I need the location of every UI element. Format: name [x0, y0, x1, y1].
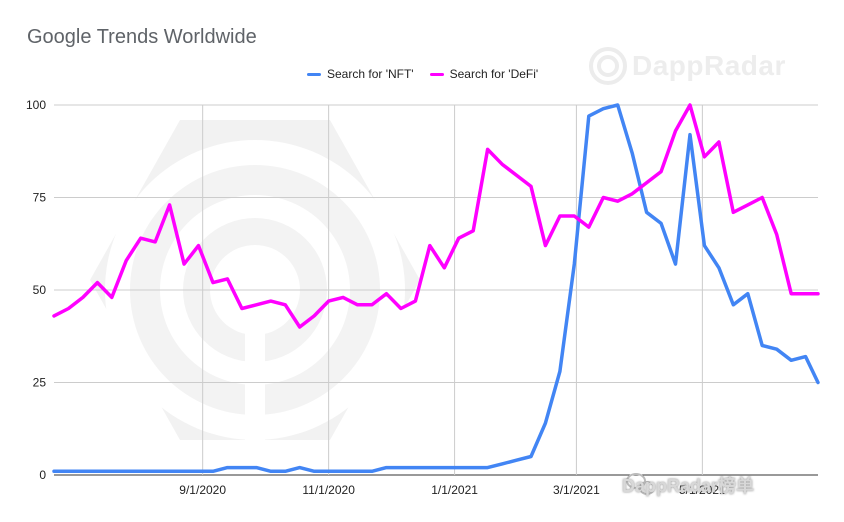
watermark-brand: DappRadar	[632, 50, 786, 81]
x-tick-label: 3/1/2021	[553, 483, 600, 497]
series-line-nft	[52, 103, 820, 474]
y-tick-label: 25	[33, 376, 47, 390]
x-tick-label: 1/1/2021	[431, 483, 478, 497]
y-tick-label: 75	[33, 191, 47, 205]
x-tick-label: 11/1/2020	[302, 483, 355, 497]
x-tick-label: 5/1/2021	[679, 483, 726, 497]
legend-swatch-defi	[429, 72, 444, 76]
legend-label-nft: Search for 'NFT'	[327, 67, 414, 81]
x-axis: 9/1/2020 11/1/2020 1/1/2021 3/1/2021 5/1/202…	[179, 483, 726, 497]
x-tick-label: 9/1/2020	[179, 483, 226, 497]
series-lines	[52, 103, 820, 474]
y-tick-label: 100	[26, 98, 46, 112]
wechat-icon	[626, 473, 655, 495]
chart-title: Google Trends Worldwide	[27, 26, 257, 48]
legend-swatch-nft	[307, 72, 321, 76]
watermark-overlay: DappRadar榜单	[622, 476, 755, 496]
y-axis: 0 25 50 75 100	[26, 98, 46, 482]
series-line-defi	[52, 103, 820, 329]
dappradar-logo-icon	[589, 47, 627, 85]
legend-item-nft: Search for 'NFT'	[307, 67, 414, 81]
y-tick-label: 50	[33, 283, 47, 297]
legend-item-defi: Search for 'DeFi'	[429, 67, 539, 81]
legend-label-defi: Search for 'DeFi'	[449, 67, 539, 81]
y-tick-label: 0	[39, 468, 46, 482]
legend: Search for 'NFT' Search for 'DeFi'	[307, 67, 538, 81]
dappradar-watermark-logo	[90, 120, 420, 470]
